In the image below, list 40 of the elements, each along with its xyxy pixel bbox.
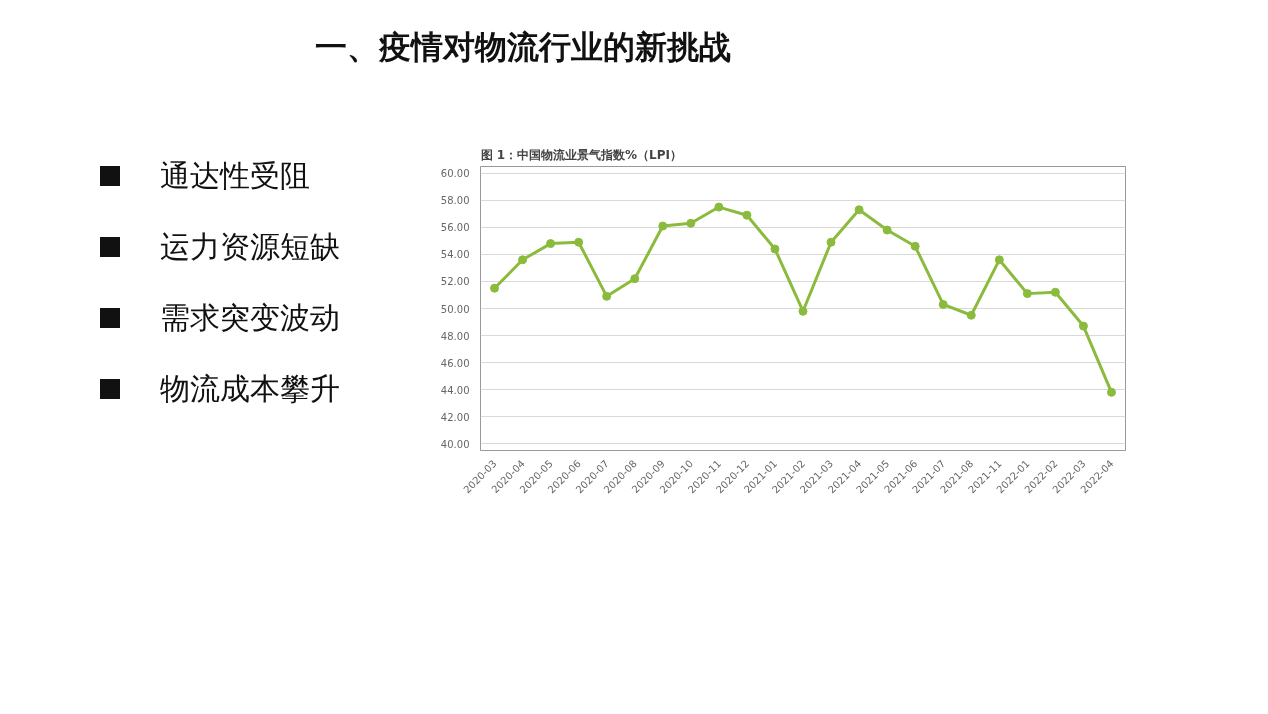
text: 物流成本攀升	[160, 370, 340, 406]
text: 一、疫情对物流行业的新挑战	[315, 27, 731, 68]
point	[854, 205, 864, 215]
point	[686, 218, 696, 228]
point	[882, 225, 892, 235]
point	[938, 299, 948, 309]
text: 运力资源短缺	[160, 228, 340, 264]
point	[742, 210, 752, 220]
y-tick-label: 60.00	[440, 168, 470, 180]
point	[1106, 387, 1116, 397]
point	[994, 255, 1004, 265]
y-tick-label: 50.00	[440, 303, 470, 315]
point	[574, 237, 584, 247]
point	[546, 239, 556, 249]
y-tick-label: 44.00	[440, 384, 470, 396]
y-tick-label: 54.00	[440, 249, 470, 261]
chart-title: 图 1：中国物流业景气指数%（LPI）	[480, 147, 682, 162]
y-tick-label: 56.00	[440, 222, 470, 234]
point	[630, 274, 640, 284]
point	[1078, 321, 1088, 331]
point	[714, 202, 724, 212]
y-tick-label: 46.00	[440, 357, 470, 369]
y-tick-label: 48.00	[440, 330, 470, 342]
y-tick-label: 58.00	[440, 195, 470, 207]
y-tick-label: 52.00	[440, 276, 470, 288]
y-tick-label: 42.00	[440, 411, 470, 423]
y-tick-label: 40.00	[440, 438, 470, 450]
point	[966, 310, 976, 320]
text: 通达性受阻	[160, 158, 310, 193]
point	[490, 283, 500, 293]
point	[658, 221, 668, 231]
point	[770, 244, 780, 254]
point	[1022, 289, 1032, 299]
point	[602, 291, 612, 301]
text: 需求突变波动	[160, 299, 340, 335]
point	[910, 241, 920, 251]
point	[826, 237, 836, 247]
point	[798, 306, 808, 316]
point	[518, 255, 528, 265]
point	[1050, 287, 1060, 297]
